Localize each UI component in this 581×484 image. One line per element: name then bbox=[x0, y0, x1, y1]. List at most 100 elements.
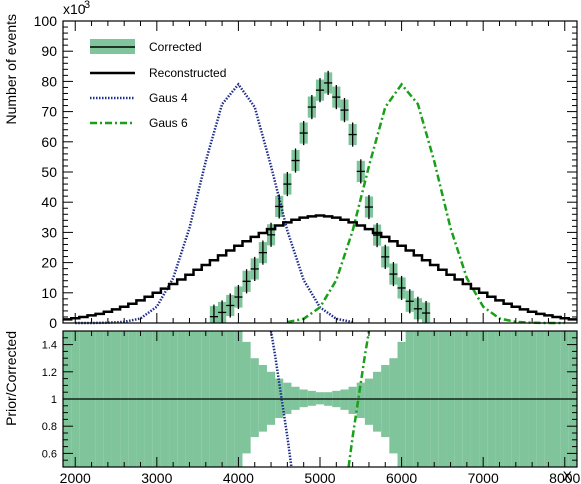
ratio-band-bin bbox=[283, 382, 292, 414]
corrected-point bbox=[226, 293, 235, 318]
ratio-y-tick-label: 0.8 bbox=[42, 421, 57, 433]
ratio-band-bin bbox=[364, 378, 374, 425]
ratio-y-tick-label: 1.2 bbox=[42, 367, 57, 379]
ratio-y-axis-title: Prior/Corrected bbox=[3, 331, 19, 426]
gaus4-curve-group bbox=[75, 82, 353, 325]
ratio-y-tick-label: 1.4 bbox=[42, 340, 57, 352]
ratio-band-bin bbox=[299, 389, 308, 408]
ratio-band-bin bbox=[381, 365, 390, 438]
corrected-point bbox=[324, 70, 333, 95]
legend-entry-corrected: Corrected bbox=[90, 39, 202, 54]
main-y-tick-labels: 0 10 20 30 40 50 60 70 80 90 100 bbox=[34, 13, 58, 331]
legend-entry-gaus4: Gaus 4 bbox=[90, 91, 188, 105]
ratio-panel: 0.6 0.8 1 1.2 1.4 2000 3000 4000 5000 6000 7000 80… bbox=[3, 330, 581, 484]
ratio-band-bin bbox=[348, 386, 357, 414]
corrected-point bbox=[364, 194, 374, 220]
ratio-band-bin bbox=[250, 358, 259, 438]
x-tick-label: 2000 bbox=[60, 470, 91, 484]
ratio-band-bin bbox=[307, 390, 316, 406]
corrected-point bbox=[381, 244, 390, 269]
legend-entry-reconstructed: Reconstructed bbox=[90, 66, 226, 80]
main-y-axis-title: Number of events bbox=[3, 14, 19, 125]
main-y-tick-label: 10 bbox=[41, 285, 57, 301]
corrected-point bbox=[315, 78, 325, 103]
ratio-gaus4-curve bbox=[269, 330, 293, 468]
ratio-band-bin bbox=[266, 371, 276, 425]
legend: Corrected Reconstructed Gaus 4 Gaus 6 bbox=[90, 39, 226, 130]
corrected-point bbox=[340, 98, 349, 123]
main-y-tick-label: 80 bbox=[41, 73, 57, 89]
corrected-point bbox=[275, 194, 284, 219]
corrected-point bbox=[307, 94, 316, 120]
ratio-band-bin bbox=[315, 392, 325, 405]
reconstructed-step bbox=[63, 214, 577, 321]
ratio-y-tick-label: 0.6 bbox=[42, 448, 57, 460]
legend-label-reconstructed: Reconstructed bbox=[149, 66, 226, 80]
ratio-band-bin bbox=[291, 386, 300, 410]
corrected-point bbox=[332, 85, 341, 110]
main-y-tick-label: 40 bbox=[41, 194, 57, 210]
corrected-points bbox=[209, 70, 431, 323]
ratio-band-bin bbox=[258, 365, 267, 432]
x-tick-label: 4000 bbox=[223, 470, 254, 484]
corrected-point bbox=[291, 148, 300, 173]
y-multiplier-base: x10 bbox=[63, 1, 86, 17]
ratio-y-tick-labels: 0.6 0.8 1 1.2 1.4 bbox=[42, 340, 57, 461]
corrected-point bbox=[299, 120, 308, 146]
x-tick-label: 7000 bbox=[468, 470, 499, 484]
corrected-point bbox=[413, 296, 422, 321]
legend-label-corrected: Corrected bbox=[149, 40, 202, 54]
main-y-tick-label: 20 bbox=[41, 255, 57, 271]
ratio-y-tick-label: 1 bbox=[51, 394, 57, 406]
legend-entry-gaus6: Gaus 6 bbox=[90, 116, 188, 130]
corrected-point bbox=[373, 223, 382, 248]
corrected-point bbox=[356, 159, 365, 184]
x-tick-labels: 2000 3000 4000 5000 6000 7000 8000 bbox=[60, 470, 581, 484]
ratio-band-bin bbox=[373, 371, 382, 432]
gaus4-curve bbox=[75, 82, 353, 325]
gaus6-curve-group bbox=[287, 82, 565, 325]
main-y-tick-label: 60 bbox=[41, 134, 57, 150]
main-y-tick-label: 50 bbox=[41, 164, 57, 180]
corrected-point bbox=[234, 284, 243, 310]
corrected-point bbox=[348, 122, 357, 147]
main-y-tick-label: 0 bbox=[49, 315, 57, 331]
x-tick-label: 6000 bbox=[386, 470, 417, 484]
ratio-axis-ticks bbox=[63, 330, 577, 468]
ratio-band-bin bbox=[356, 382, 365, 419]
main-y-tick-label: 90 bbox=[41, 43, 57, 59]
corrected-point bbox=[209, 304, 219, 323]
gaus6-curve bbox=[287, 82, 565, 325]
corrected-point bbox=[250, 256, 259, 282]
corrected-point bbox=[421, 300, 431, 323]
main-y-tick-label: 70 bbox=[41, 104, 57, 120]
main-y-tick-label: 100 bbox=[34, 13, 58, 29]
ratio-gaus6-curve bbox=[347, 330, 371, 468]
corrected-point bbox=[397, 275, 406, 301]
corrected-point bbox=[242, 269, 251, 294]
corrected-point bbox=[258, 240, 267, 265]
ratio-band-bin bbox=[340, 389, 349, 410]
ratio-gaus6-group bbox=[347, 330, 371, 468]
x-axis-title: X bbox=[563, 468, 573, 484]
corrected-point bbox=[389, 261, 398, 287]
main-axis-ticks bbox=[63, 20, 577, 324]
corrected-point bbox=[266, 222, 276, 247]
ratio-band-bin bbox=[397, 341, 406, 467]
x-tick-label: 8000 bbox=[549, 470, 580, 484]
legend-label-gaus6: Gaus 6 bbox=[149, 116, 188, 130]
ratio-band-bin bbox=[275, 378, 284, 419]
ratio-gaus4-group bbox=[269, 330, 293, 468]
reconstructed-step-group bbox=[63, 214, 577, 321]
ratio-band-bin bbox=[389, 358, 398, 454]
y-multiplier: x10 3 bbox=[63, 0, 90, 17]
corrected-point bbox=[283, 172, 292, 197]
x-tick-label: 5000 bbox=[304, 470, 335, 484]
corrected-point bbox=[405, 289, 414, 314]
y-multiplier-exponent: 3 bbox=[84, 0, 90, 11]
x-tick-label: 3000 bbox=[141, 470, 172, 484]
legend-label-gaus4: Gaus 4 bbox=[149, 91, 188, 105]
main-y-tick-label: 30 bbox=[41, 224, 57, 240]
